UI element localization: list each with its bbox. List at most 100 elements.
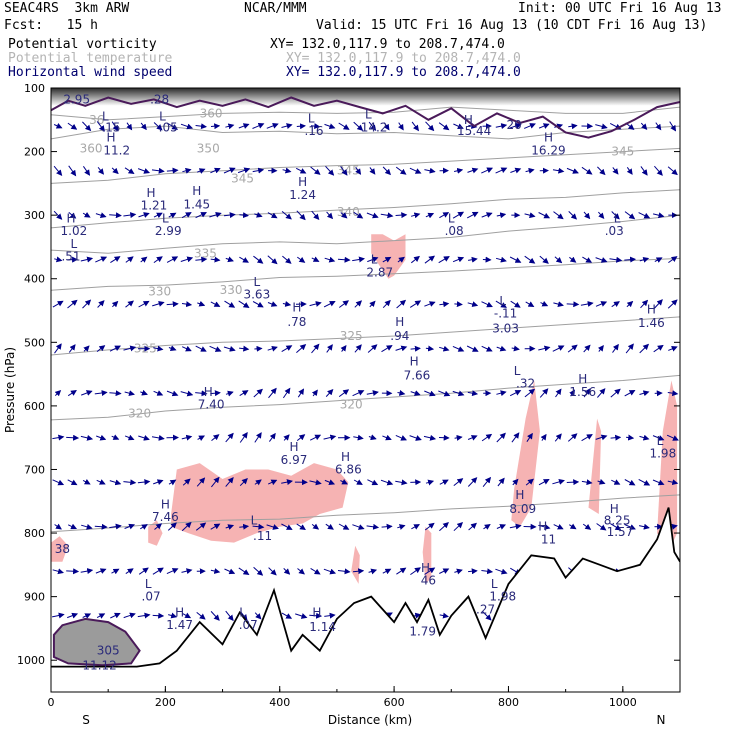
x-tick-label-3: 600 xyxy=(384,696,405,709)
wind-arrow-146 xyxy=(253,255,264,264)
wind-arrow-220 xyxy=(54,343,62,354)
vorticity-label-58: L xyxy=(657,434,664,448)
wind-arrow-460 xyxy=(337,568,351,575)
vorticity-label-32: .03 xyxy=(605,224,624,238)
wind-arrow-160 xyxy=(452,256,465,263)
wind-arrow-288 xyxy=(397,389,406,396)
upper-pv-shade xyxy=(51,88,680,106)
wind-arrow-9 xyxy=(180,123,194,130)
wind-arrow-373 xyxy=(353,479,363,485)
wind-arrow-338 xyxy=(481,433,493,442)
wind-arrow-323 xyxy=(268,432,276,442)
wind-arrow-449 xyxy=(181,568,193,575)
vorticity-label-74: H xyxy=(175,606,184,620)
wind-arrow-105 xyxy=(296,210,306,221)
wind-arrow-150 xyxy=(311,256,320,262)
wind-arrow-5 xyxy=(126,122,133,131)
theta-label-0: 36 xyxy=(89,113,104,127)
vorticity-label-23: H xyxy=(66,211,75,225)
wind-arrow-419 xyxy=(381,523,393,530)
wind-arrow-49 xyxy=(124,167,135,175)
wind-arrow-17 xyxy=(296,123,306,130)
vorticity-label-39: L xyxy=(499,294,506,308)
vorticity-label-60: H xyxy=(161,497,170,511)
wind-arrow-360 xyxy=(168,479,177,486)
vorticity-label-22: H xyxy=(298,175,307,189)
wind-arrow-463 xyxy=(382,568,392,575)
wind-arrow-50 xyxy=(137,168,151,174)
vorticity-label-61: 7.46 xyxy=(152,510,179,524)
legend-wind-xy: XY= 132.0,117.9 to 208.7,474.0 xyxy=(286,65,521,80)
wind-arrow-374 xyxy=(367,479,379,486)
wind-arrow-102 xyxy=(254,211,263,218)
wind-arrow-370 xyxy=(309,479,322,486)
wind-arrow-311 xyxy=(96,434,107,441)
wind-arrow-53 xyxy=(182,167,192,174)
wind-arrow-260 xyxy=(625,343,634,354)
wind-arrow-471 xyxy=(495,568,508,575)
wind-arrow-191 xyxy=(267,301,278,307)
wind-arrow-33 xyxy=(524,123,536,129)
legend-pv-xy: XY= 132.0,117.9 to 208.7,474.0 xyxy=(270,37,505,52)
wind-arrow-26 xyxy=(425,121,435,132)
wind-arrow-364 xyxy=(225,477,234,487)
wind-arrow-4 xyxy=(111,121,119,132)
terrain xyxy=(51,507,680,692)
vorticity-label-75: 1.47 xyxy=(166,618,193,632)
wind-arrow-177 xyxy=(67,299,78,309)
wind-arrow-249 xyxy=(466,345,479,352)
wind-arrow-470 xyxy=(481,568,494,575)
theta-label-3: 350 xyxy=(197,141,220,155)
wind-arrow-281 xyxy=(297,388,305,398)
wind-arrow-225 xyxy=(123,345,137,352)
wind-arrow-489 xyxy=(123,612,136,619)
wind-arrow-168 xyxy=(569,256,577,263)
wind-arrow-273 xyxy=(180,390,194,397)
wind-arrow-422 xyxy=(424,522,435,531)
wind-arrow-234 xyxy=(254,345,263,352)
wind-arrow-340 xyxy=(511,432,520,443)
wind-arrow-484 xyxy=(51,612,65,619)
vorticity-label-57: 6.86 xyxy=(335,462,362,476)
wind-arrow-73 xyxy=(467,167,479,174)
vorticity-label-14: 20 xyxy=(507,118,522,132)
wind-arrow-158 xyxy=(424,255,435,264)
y-axis-label: Pressure (hPa) xyxy=(3,347,17,433)
wind-arrow-152 xyxy=(337,256,351,263)
x-tick-label-1: 200 xyxy=(155,696,176,709)
legend-pv-label: Potential vorticity xyxy=(8,37,157,52)
wind-arrow-276 xyxy=(225,390,234,397)
wind-arrow-284 xyxy=(338,389,350,398)
wind-arrow-51 xyxy=(151,167,165,174)
wind-arrow-44 xyxy=(53,165,63,176)
vorticity-label-40: -.11 xyxy=(494,307,517,321)
wind-arrow-90 xyxy=(82,211,91,218)
wind-arrow-314 xyxy=(138,435,150,441)
wind-arrow-228 xyxy=(168,345,177,352)
theta-isoline-7 xyxy=(51,374,680,421)
wind-arrow-282 xyxy=(311,389,318,397)
x-tick-label-4: 800 xyxy=(498,696,519,709)
wind-arrow-63 xyxy=(325,165,335,176)
wind-arrow-92 xyxy=(109,212,122,219)
wind-arrow-278 xyxy=(253,388,263,398)
wind-arrow-387 xyxy=(552,478,565,485)
wind-arrow-244 xyxy=(395,345,408,352)
wind-arrow-361 xyxy=(182,478,191,486)
wind-arrow-31 xyxy=(495,123,508,130)
wind-arrow-270 xyxy=(140,389,148,396)
wind-arrow-201 xyxy=(409,300,422,308)
wind-arrow-6 xyxy=(140,122,147,131)
wind-arrow-218 xyxy=(653,299,663,309)
vorticity-label-70: 1.57 xyxy=(607,525,634,539)
wind-arrow-455 xyxy=(268,567,277,576)
wind-arrow-371 xyxy=(324,479,336,485)
wind-arrow-200 xyxy=(396,299,407,309)
vorticity-label-29: L xyxy=(448,211,455,225)
wind-arrow-134 xyxy=(80,256,94,263)
wind-arrow-336 xyxy=(454,434,463,441)
wind-arrow-349 xyxy=(639,434,650,441)
wind-arrow-431 xyxy=(553,523,564,530)
wind-arrow-104 xyxy=(281,211,292,220)
wind-arrow-117 xyxy=(466,211,479,219)
